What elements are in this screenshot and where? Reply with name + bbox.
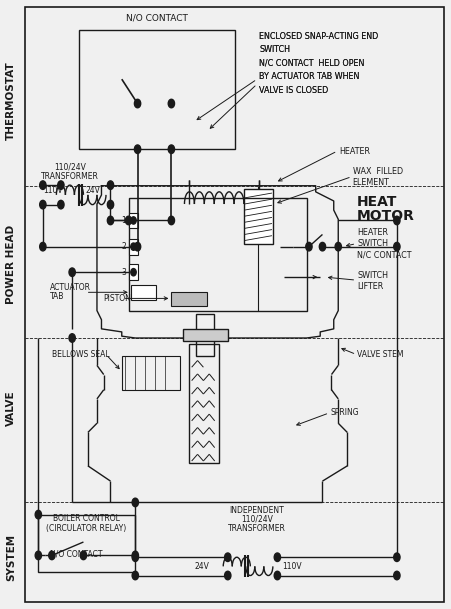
Text: SWITCH: SWITCH xyxy=(357,271,388,280)
Text: 110/24V: 110/24V xyxy=(54,163,86,172)
Circle shape xyxy=(40,242,46,251)
Circle shape xyxy=(131,269,136,276)
Text: VALVE IS CLOSED: VALVE IS CLOSED xyxy=(259,86,329,94)
Bar xyxy=(129,198,307,311)
Text: 3: 3 xyxy=(121,268,126,276)
Text: ACTUATOR: ACTUATOR xyxy=(50,283,91,292)
Circle shape xyxy=(394,571,400,580)
Circle shape xyxy=(168,99,175,108)
Text: N/C CONTACT  HELD OPEN: N/C CONTACT HELD OPEN xyxy=(259,59,365,68)
Text: ELEMENT: ELEMENT xyxy=(353,178,390,187)
Circle shape xyxy=(132,498,138,507)
Text: HEATER: HEATER xyxy=(357,228,388,237)
Text: ENCLOSED SNAP-ACTING END: ENCLOSED SNAP-ACTING END xyxy=(259,32,378,41)
Text: N/C CONTACT: N/C CONTACT xyxy=(357,250,412,259)
Text: ENCLOSED SNAP-ACTING END: ENCLOSED SNAP-ACTING END xyxy=(259,32,378,41)
Text: SWITCH: SWITCH xyxy=(259,46,290,54)
Circle shape xyxy=(335,242,341,251)
Text: PISTON: PISTON xyxy=(103,294,131,303)
Text: SWITCH: SWITCH xyxy=(259,46,290,54)
Text: (CIRCULATOR RELAY): (CIRCULATOR RELAY) xyxy=(46,524,127,532)
Bar xyxy=(171,292,207,306)
Text: SWITCH: SWITCH xyxy=(357,239,388,248)
Text: TRANSFORMER: TRANSFORMER xyxy=(41,172,99,181)
Text: TRANSFORMER: TRANSFORMER xyxy=(228,524,286,532)
Circle shape xyxy=(58,200,64,209)
Circle shape xyxy=(134,242,141,251)
Text: N/O CONTACT: N/O CONTACT xyxy=(51,550,103,558)
Text: N/C CONTACT  HELD OPEN: N/C CONTACT HELD OPEN xyxy=(259,59,365,68)
Circle shape xyxy=(306,242,312,251)
Bar xyxy=(129,239,138,255)
Text: N/O CONTACT: N/O CONTACT xyxy=(125,14,188,23)
Circle shape xyxy=(107,181,114,189)
Circle shape xyxy=(40,181,46,189)
Circle shape xyxy=(319,242,326,251)
Text: BELLOWS SEAL: BELLOWS SEAL xyxy=(52,350,110,359)
Text: 24V: 24V xyxy=(195,562,210,571)
Text: 110V: 110V xyxy=(43,186,63,194)
Circle shape xyxy=(40,200,46,209)
Circle shape xyxy=(107,200,114,209)
Bar xyxy=(129,213,138,228)
Bar xyxy=(131,285,156,300)
Circle shape xyxy=(394,242,400,251)
Bar xyxy=(244,189,273,244)
Text: BY ACTUATOR TAB WHEN: BY ACTUATOR TAB WHEN xyxy=(259,72,360,81)
Circle shape xyxy=(132,553,138,561)
Text: VALVE IS CLOSED: VALVE IS CLOSED xyxy=(259,86,329,94)
Bar xyxy=(183,329,228,341)
Text: MOTOR: MOTOR xyxy=(356,209,414,223)
Circle shape xyxy=(131,217,136,224)
Text: INDEPENDENT: INDEPENDENT xyxy=(230,506,285,515)
Text: 2: 2 xyxy=(121,242,126,251)
Text: TAB: TAB xyxy=(50,292,64,301)
Circle shape xyxy=(107,216,114,225)
Bar xyxy=(129,264,138,280)
Circle shape xyxy=(125,216,132,225)
Circle shape xyxy=(132,551,138,560)
Circle shape xyxy=(168,216,175,225)
Circle shape xyxy=(131,243,136,250)
Text: 110/24V: 110/24V xyxy=(241,515,273,523)
Bar xyxy=(122,356,180,390)
Circle shape xyxy=(394,216,400,225)
Bar xyxy=(196,314,214,356)
Circle shape xyxy=(58,181,64,189)
Bar xyxy=(38,515,135,572)
Text: VALVE STEM: VALVE STEM xyxy=(357,350,404,359)
Text: HEAT: HEAT xyxy=(356,195,397,209)
Text: WAX  FILLED: WAX FILLED xyxy=(353,167,403,176)
Text: VALVE: VALVE xyxy=(6,390,16,426)
Circle shape xyxy=(394,553,400,561)
Bar xyxy=(79,30,235,149)
Text: BOILER CONTROL: BOILER CONTROL xyxy=(53,515,120,523)
Circle shape xyxy=(168,145,175,153)
Circle shape xyxy=(69,334,75,342)
Circle shape xyxy=(134,145,141,153)
Text: HEATER: HEATER xyxy=(339,147,370,155)
Circle shape xyxy=(35,551,41,560)
Text: THERMOSTAT: THERMOSTAT xyxy=(6,61,16,140)
Text: SPRING: SPRING xyxy=(330,409,359,417)
Text: SYSTEM: SYSTEM xyxy=(6,533,16,581)
Text: LIFTER: LIFTER xyxy=(357,282,383,290)
Circle shape xyxy=(225,553,231,561)
Circle shape xyxy=(134,99,141,108)
Circle shape xyxy=(35,510,41,519)
Text: 1: 1 xyxy=(121,216,126,225)
Circle shape xyxy=(80,551,87,560)
Text: BY ACTUATOR TAB WHEN: BY ACTUATOR TAB WHEN xyxy=(259,72,360,81)
Text: 110V: 110V xyxy=(282,562,302,571)
Circle shape xyxy=(132,571,138,580)
Circle shape xyxy=(274,571,281,580)
Circle shape xyxy=(274,553,281,561)
Circle shape xyxy=(69,268,75,276)
Circle shape xyxy=(225,571,231,580)
Circle shape xyxy=(49,551,55,560)
Bar xyxy=(189,344,219,463)
Text: 24V: 24V xyxy=(86,186,101,194)
Text: POWER HEAD: POWER HEAD xyxy=(6,225,16,304)
